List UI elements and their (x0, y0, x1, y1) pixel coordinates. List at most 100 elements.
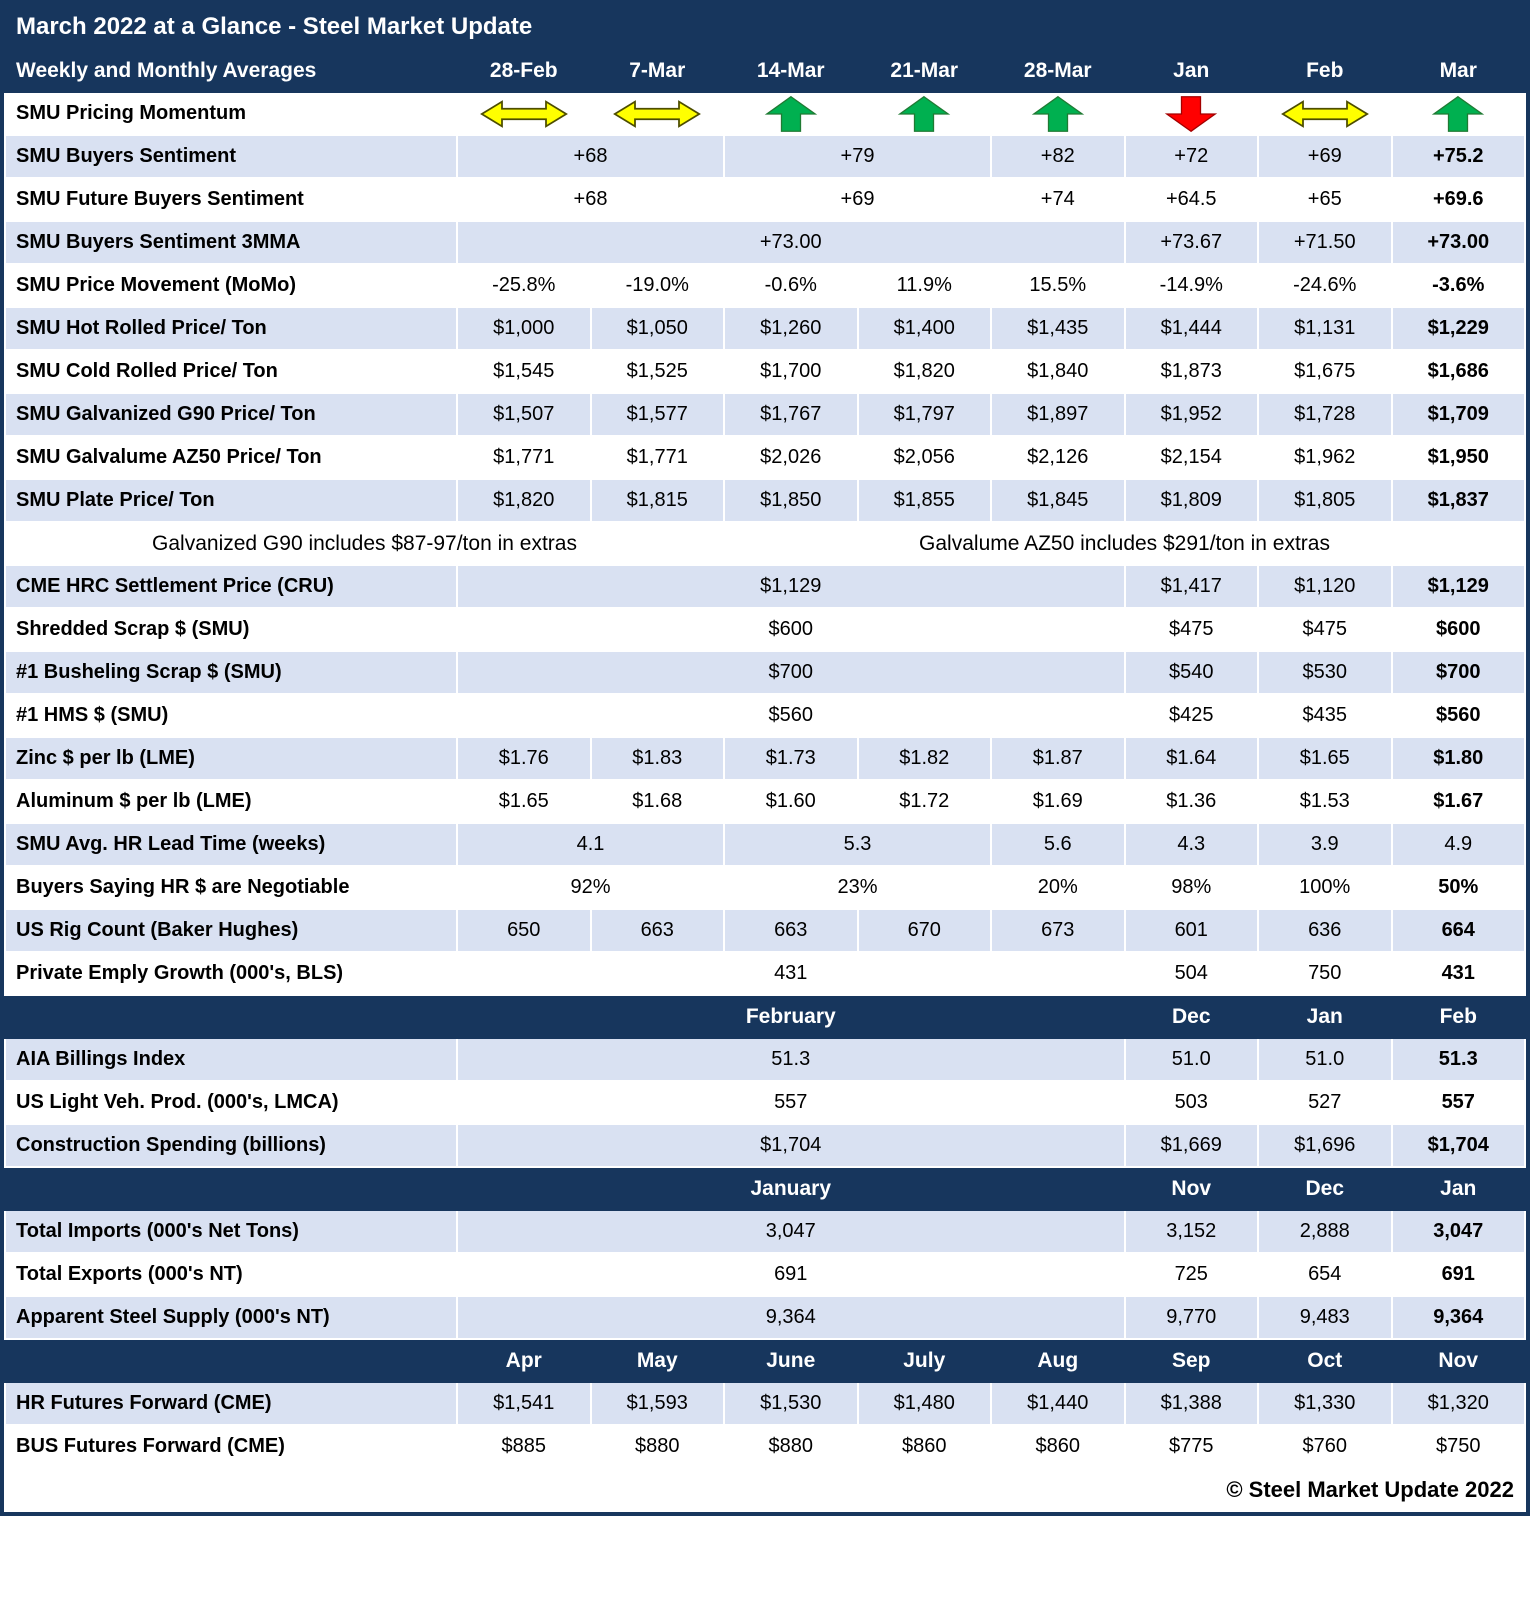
cell-value: $1.82 (856, 736, 992, 781)
cell-value: $1,950 (1390, 435, 1526, 480)
cell-value: 51.0 (1257, 1037, 1393, 1082)
momentum-cell (856, 91, 992, 136)
row-label: SMU Price Movement (MoMo) (4, 263, 458, 308)
table-body: SMU Pricing Momentum SMU Buyers Sentiment… (4, 91, 1526, 1512)
table-row: Apparent Steel Supply (000's NT) 9,364 9,7… (4, 1295, 1526, 1340)
row-label: US Light Veh. Prod. (000's, LMCA) (4, 1080, 458, 1125)
cell-value: $600 (456, 607, 1126, 652)
table-row: Private Emply Growth (000's, BLS) 431 504 7… (4, 951, 1526, 996)
row-label: SMU Pricing Momentum (4, 91, 458, 136)
cell-value: 50% (1390, 865, 1526, 910)
section-header-row: Apr May June July Aug Sep Oct Nov (4, 1338, 1526, 1383)
momentum-cell (1390, 91, 1526, 136)
table-row: US Rig Count (Baker Hughes) 650 663 663 670 6… (4, 908, 1526, 953)
cell-value: +65 (1257, 177, 1393, 222)
cell-value: $1.69 (990, 779, 1126, 824)
cell-value: $1,820 (856, 349, 992, 394)
cell-value: $475 (1257, 607, 1393, 652)
cell-value: +73.67 (1123, 220, 1259, 265)
row-label: SMU Galvanized G90 Price/ Ton (4, 392, 458, 437)
momentum-cell (456, 91, 592, 136)
section-month-header: February (456, 994, 1126, 1039)
cell-value: $1,120 (1257, 564, 1393, 609)
page-title: March 2022 at a Glance - Steel Market Up… (4, 4, 1526, 50)
cell-value: $1,771 (589, 435, 725, 480)
section-header-row: January Nov Dec Jan (4, 1166, 1526, 1211)
cell-value: +69 (1257, 134, 1393, 179)
cell-value: -24.6% (1257, 263, 1393, 308)
cell-value: $2,026 (723, 435, 859, 480)
cell-value: $1,050 (589, 306, 725, 351)
cell-value: $1,709 (1390, 392, 1526, 437)
cell-value: 601 (1123, 908, 1259, 953)
cell-value: $1,507 (456, 392, 592, 437)
cell-value: $880 (723, 1424, 859, 1469)
cell-value: $1,815 (589, 478, 725, 523)
cell-value: 4.1 (456, 822, 725, 867)
cell-value: $1.36 (1123, 779, 1259, 824)
cell-value: $1,000 (456, 306, 592, 351)
cell-value: $1,696 (1257, 1123, 1393, 1168)
cell-value: $1.72 (856, 779, 992, 824)
cell-value: 3,047 (456, 1209, 1126, 1254)
cell-value: 9,770 (1123, 1295, 1259, 1340)
cell-value: 431 (456, 951, 1126, 996)
row-label: Apparent Steel Supply (000's NT) (4, 1295, 458, 1340)
cell-value: $1,704 (456, 1123, 1126, 1168)
table-row: Construction Spending (billions) $1,704 $1… (4, 1123, 1526, 1168)
row-label: AIA Billings Index (4, 1037, 458, 1082)
cell-value: 100% (1257, 865, 1393, 910)
table-row: SMU Hot Rolled Price/ Ton $1,000 $1,050 $1,… (4, 306, 1526, 351)
cell-value: $2,126 (990, 435, 1126, 480)
cell-value: 650 (456, 908, 592, 953)
cell-value: $1,771 (456, 435, 592, 480)
cell-value: 504 (1123, 951, 1259, 996)
cell-value: 9,364 (1390, 1295, 1526, 1340)
cell-value: $1,845 (990, 478, 1126, 523)
cell-value: $1,525 (589, 349, 725, 394)
column-header: Mar (1390, 48, 1526, 93)
row-label: Shredded Scrap $ (SMU) (4, 607, 458, 652)
cell-value: $1,320 (1390, 1381, 1526, 1426)
cell-value: $1,480 (856, 1381, 992, 1426)
column-header: Feb (1257, 48, 1393, 93)
cell-value: -25.8% (456, 263, 592, 308)
copyright: © Steel Market Update 2022 (4, 1467, 1526, 1512)
column-header: 21-Mar (856, 48, 992, 93)
cell-value: +75.2 (1390, 134, 1526, 179)
cell-value: 691 (1390, 1252, 1526, 1297)
cell-value: $475 (1123, 607, 1259, 652)
cell-value: $2,056 (856, 435, 992, 480)
cell-value: $1,850 (723, 478, 859, 523)
cell-value: $1,767 (723, 392, 859, 437)
sideways-arrow-icon (613, 99, 702, 128)
cell-value: $1.87 (990, 736, 1126, 781)
row-label: Private Emply Growth (000's, BLS) (4, 951, 458, 996)
cell-value: 557 (1390, 1080, 1526, 1125)
cell-value: 9,364 (456, 1295, 1126, 1340)
cell-value: $880 (589, 1424, 725, 1469)
column-header: 7-Mar (589, 48, 725, 93)
cell-value: +82 (990, 134, 1126, 179)
cell-value: $1,855 (856, 478, 992, 523)
cell-value: $1.73 (723, 736, 859, 781)
cell-value: 4.3 (1123, 822, 1259, 867)
note-galvalume: Galvalume AZ50 includes $291/ton in extr… (723, 521, 1526, 566)
cell-value: $1,837 (1390, 478, 1526, 523)
cell-value: $1,809 (1123, 478, 1259, 523)
row-label: Total Imports (000's Net Tons) (4, 1209, 458, 1254)
cell-value: $1.65 (1257, 736, 1393, 781)
sideways-arrow-icon (1280, 99, 1369, 128)
row-label: #1 Busheling Scrap $ (SMU) (4, 650, 458, 695)
cell-value: $1,530 (723, 1381, 859, 1426)
table-row: HR Futures Forward (CME) $1,541 $1,593 $1,5… (4, 1381, 1526, 1426)
momentum-cell (589, 91, 725, 136)
cell-value: $1,675 (1257, 349, 1393, 394)
cell-value: +79 (723, 134, 992, 179)
cell-value: $1.53 (1257, 779, 1393, 824)
cell-value: $1,873 (1123, 349, 1259, 394)
momentum-cell (1257, 91, 1393, 136)
row-label: US Rig Count (Baker Hughes) (4, 908, 458, 953)
section-month-header: Apr (456, 1338, 592, 1383)
up-arrow-icon (764, 95, 817, 132)
